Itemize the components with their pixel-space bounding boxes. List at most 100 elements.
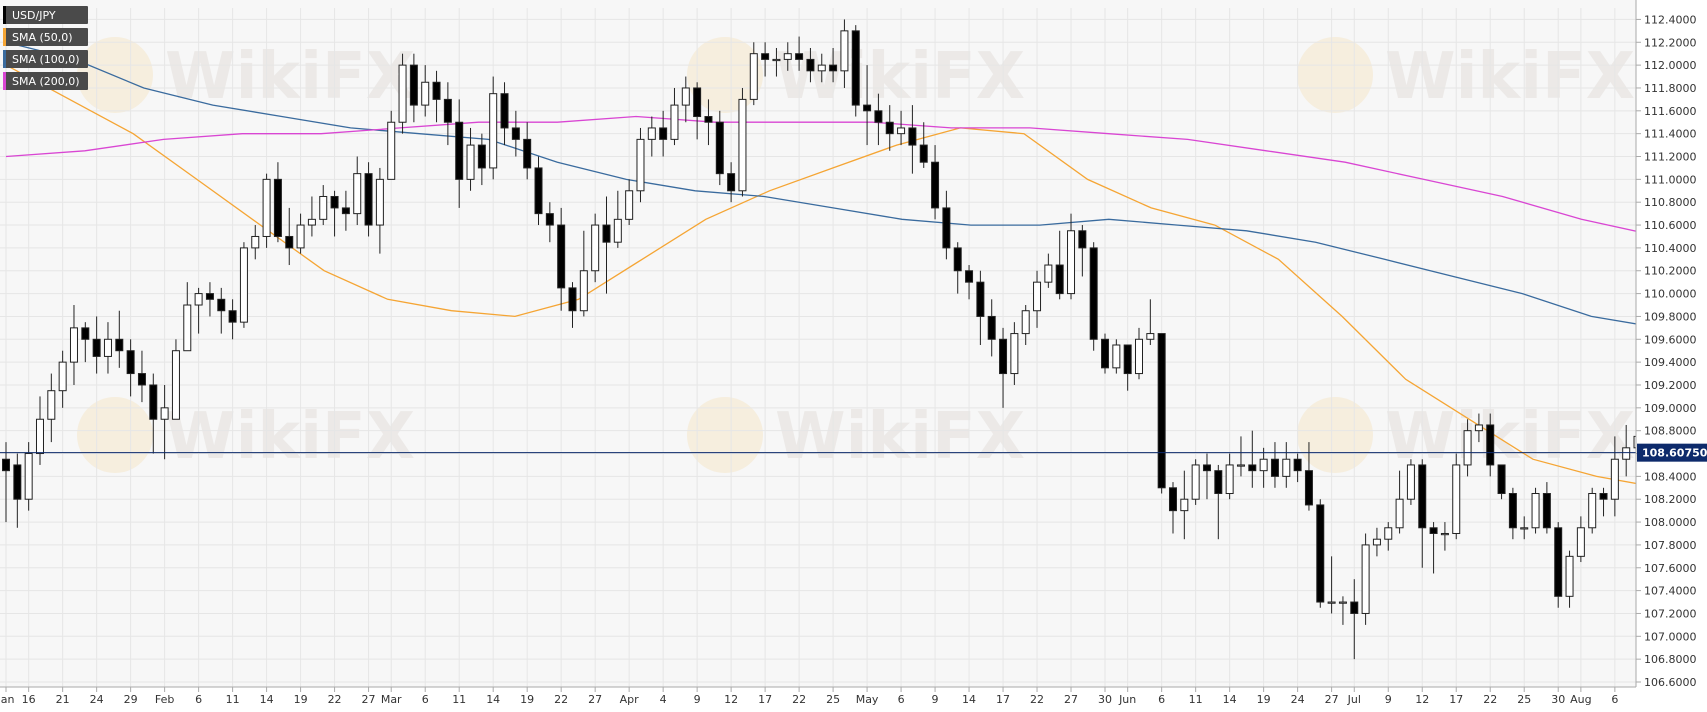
candle-17: [194, 287, 203, 334]
candle-body-84: [953, 247, 962, 272]
legend-swatch-0: [3, 6, 6, 24]
candle-45: [511, 110, 520, 157]
legend-swatch-3: [3, 72, 6, 90]
x-tick-label-8: 14: [260, 693, 274, 706]
candle-body-109: [1236, 464, 1245, 467]
candle-55: [625, 179, 634, 226]
x-tick-label-30: 17: [996, 693, 1010, 706]
candle-body-135: [1531, 493, 1540, 529]
candle-body-87: [987, 315, 996, 340]
candle-body-124: [1406, 464, 1415, 500]
candle-body-38: [432, 81, 441, 100]
candle-87: [987, 299, 996, 357]
watermark-text-3: WikiFX: [165, 400, 415, 474]
candle-body-104: [1180, 498, 1189, 512]
candle-body-20: [228, 310, 237, 323]
candle-body-15: [171, 350, 180, 420]
candle-body-3: [35, 418, 44, 455]
candle-81: [919, 122, 928, 168]
candle-75: [851, 25, 860, 117]
candle-body-21: [239, 247, 248, 323]
candle-body-16: [183, 304, 192, 352]
candle-body-18: [205, 293, 214, 300]
candle-body-77: [874, 110, 883, 123]
candle-141: [1599, 487, 1608, 517]
x-tick-label-36: 11: [1189, 693, 1203, 706]
candle-44: [500, 82, 509, 146]
candle-body-126: [1429, 527, 1438, 534]
candle-body-14: [160, 407, 169, 420]
candle-body-91: [1033, 281, 1042, 312]
candle-body-37: [421, 81, 430, 106]
candle-body-48: [545, 213, 554, 226]
candle-body-52: [591, 224, 600, 272]
watermark-text-0: WikiFX: [165, 40, 415, 114]
candle-124: [1406, 459, 1415, 505]
y-tick-label-22: 111.0000: [1644, 173, 1697, 186]
y-tick-label-8: 108.2000: [1644, 493, 1697, 506]
candle-body-99: [1123, 344, 1132, 375]
candle-19: [217, 287, 226, 334]
candle-120: [1361, 533, 1370, 625]
candle-25: [285, 207, 294, 266]
candle-51: [579, 230, 588, 317]
candle-body-102: [1157, 333, 1166, 489]
candle-body-49: [557, 224, 566, 289]
candle-78: [885, 105, 894, 151]
candle-body-96: [1089, 247, 1098, 340]
x-tick-label-39: 24: [1291, 693, 1305, 706]
x-tick-label-48: Aug: [1570, 693, 1591, 706]
candle-46: [523, 122, 532, 180]
y-tick-label-12: 109.0000: [1644, 402, 1697, 415]
candle-body-69: [783, 53, 792, 60]
candle-body-39: [443, 98, 452, 123]
candle-body-140: [1588, 493, 1597, 529]
legend-item-bg-1: [3, 28, 88, 46]
candle-72: [817, 53, 826, 83]
candle-body-2: [24, 453, 33, 500]
current-price-label-bg: [1637, 443, 1707, 462]
candle-73: [829, 47, 838, 83]
candle-37: [421, 65, 430, 117]
candle-74: [840, 19, 849, 88]
candle-126: [1429, 522, 1438, 574]
candle-body-32: [364, 173, 373, 226]
candle-body-105: [1191, 464, 1200, 500]
candle-body-119: [1350, 601, 1359, 614]
candle-body-121: [1372, 538, 1381, 546]
legend-item-bg-0: [3, 6, 88, 24]
candle-body-117: [1327, 601, 1336, 604]
candle-body-83: [942, 207, 951, 249]
candle-body-10: [115, 338, 124, 352]
x-tick-label-29: 14: [962, 693, 976, 706]
candle-body-53: [602, 224, 611, 243]
candle-body-62: [704, 116, 713, 123]
candle-100: [1135, 327, 1143, 380]
candle-body-100: [1135, 338, 1143, 375]
candle-body-24: [273, 178, 282, 237]
legend-item-bg-2: [3, 50, 88, 68]
x-tick-label-21: 9: [694, 693, 701, 706]
candle-94: [1067, 213, 1076, 300]
candle-body-5: [58, 361, 67, 392]
candle-body-88: [999, 338, 1008, 375]
candle-body-63: [715, 121, 724, 175]
y-tick-label-24: 111.4000: [1644, 128, 1697, 141]
candle-33: [375, 167, 384, 254]
candle-76: [863, 65, 872, 146]
x-tick-label-43: 12: [1415, 693, 1429, 706]
candle-body-94: [1067, 230, 1076, 295]
legend-swatch-2: [3, 50, 6, 68]
candle-68: [772, 47, 781, 77]
candle-53: [602, 196, 611, 294]
candle-body-78: [885, 121, 894, 135]
candle-body-86: [976, 281, 985, 317]
candle-79: [897, 110, 906, 146]
candle-body-28: [319, 195, 328, 220]
candle-body-6: [69, 327, 78, 363]
x-tick-label-22: 12: [724, 693, 738, 706]
candle-body-25: [285, 235, 294, 249]
y-axis-ticks: 106.6000 106.8000 107.0000 107.2000 107.4000…: [1636, 13, 1697, 689]
legend: USD/JPY SMA (50,0) SMA (100,0) SMA (200,0): [3, 6, 88, 90]
